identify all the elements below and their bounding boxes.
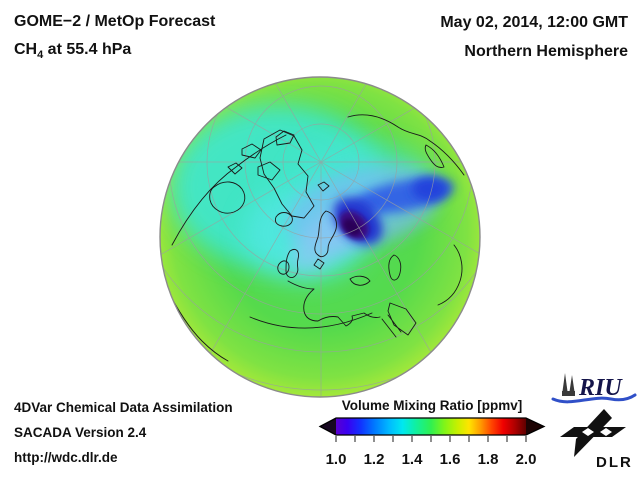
coastline-caspian-sea xyxy=(388,254,402,281)
product-title: GOME−2 / MetOp Forecast xyxy=(14,13,216,30)
tick-label: 1.0 xyxy=(325,451,347,468)
credits: 4DVar Chemical Data Assimilation SACADA … xyxy=(14,395,233,470)
credit-line-1: 4DVar Chemical Data Assimilation xyxy=(14,400,233,415)
globe xyxy=(158,75,482,399)
globe-svg xyxy=(159,76,481,398)
colorbar-scale xyxy=(318,417,546,442)
graticule xyxy=(160,77,480,397)
colorbar: Volume Mixing Ratio [ppmv] 1.0 1.2 1.4 1… xyxy=(318,398,546,469)
tick-label: 2.0 xyxy=(515,451,537,468)
coastlines xyxy=(165,114,465,362)
coastline-arabia-red-sea xyxy=(381,302,417,338)
header-left: GOME−2 / MetOp Forecast CH4 at 55.4 hPa xyxy=(14,8,215,69)
ch4-minimum-anomaly xyxy=(333,197,383,245)
colorbar-ticks xyxy=(335,436,527,442)
coastline-greenland xyxy=(259,129,315,219)
coastline-iceland xyxy=(274,212,293,227)
coastline-hudson-bay xyxy=(209,181,246,214)
coastline-russia-arctic xyxy=(347,114,465,176)
credit-line-2: SACADA Version 2.4 xyxy=(14,425,147,440)
dlr-logo-svg: DLR xyxy=(560,409,633,471)
tick-label: 1.8 xyxy=(477,451,499,468)
colorbar-left-arrow xyxy=(320,418,336,435)
riu-logo-svg: RIU xyxy=(551,373,637,404)
tick-label: 1.6 xyxy=(439,451,461,468)
cathedral-icon xyxy=(562,373,575,396)
colorbar-gradient-bar xyxy=(336,418,526,435)
coastline-black-sea xyxy=(349,275,371,286)
tick-label: 1.4 xyxy=(401,451,423,468)
globe-rim xyxy=(159,76,481,398)
riu-logo: RIU xyxy=(551,369,637,409)
colorbar-right-arrow xyxy=(526,418,544,435)
coastline-scandinavia xyxy=(313,210,337,270)
coastline-central-asia xyxy=(437,244,463,306)
riu-text: RIU xyxy=(578,375,623,401)
coastline-british-isles xyxy=(277,248,299,278)
coastline-svalbard xyxy=(317,181,330,192)
datetime-label: May 02, 2014, 12:00 GMT xyxy=(440,14,628,31)
ch4-low-band xyxy=(351,177,455,214)
dlr-logo: DLR xyxy=(560,409,636,475)
species-level: CH4 at 55.4 hPa xyxy=(14,41,132,62)
colorbar-outline xyxy=(318,417,546,436)
dlr-arrow-icon xyxy=(560,409,626,457)
colorbar-labels: 1.0 1.2 1.4 1.6 1.8 2.0 xyxy=(318,451,546,469)
coastline-novaya-zemlya xyxy=(424,144,445,168)
tick-label: 1.2 xyxy=(363,451,385,468)
coastline-north-africa xyxy=(249,312,373,329)
colorbar-title: Volume Mixing Ratio [ppmv] xyxy=(341,398,523,413)
dlr-text: DLR xyxy=(596,454,633,471)
region-label: Northern Hemisphere xyxy=(464,43,628,60)
riu-swoosh xyxy=(551,393,637,404)
coastline-europe xyxy=(287,280,381,327)
coastline-arctic-islands xyxy=(227,130,295,181)
header-right: May 02, 2014, 12:00 GMT Northern Hemisph… xyxy=(440,8,628,66)
credit-url: http://wdc.dlr.de xyxy=(14,450,118,465)
